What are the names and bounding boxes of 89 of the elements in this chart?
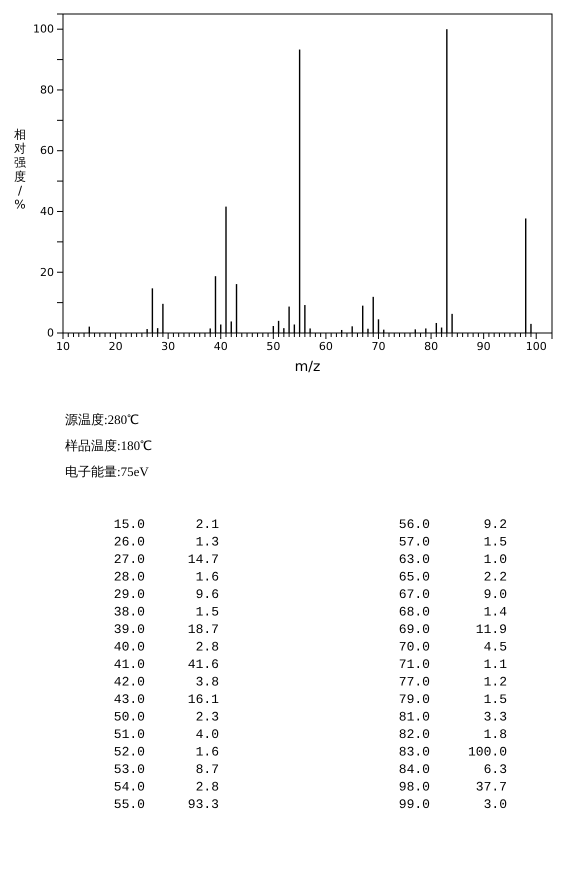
y-tick-label: 60	[40, 144, 54, 158]
y-tick-label: 0	[47, 326, 54, 340]
text: 1.6	[196, 744, 219, 760]
text: 6.3	[484, 762, 507, 777]
text: 42.0	[114, 674, 145, 690]
text: 56.0	[398, 517, 430, 532]
text: 67.0	[398, 587, 430, 602]
text: 9.0	[484, 587, 507, 602]
text: 1.4	[484, 604, 508, 620]
text: 2.3	[196, 710, 219, 724]
x-tick-label: 40	[214, 340, 228, 353]
text: 28.0	[114, 570, 145, 584]
text: 81.0	[398, 710, 430, 724]
text: 41.6	[188, 657, 219, 672]
x-tick-label: 60	[318, 340, 333, 353]
text: 11.9	[476, 622, 507, 637]
text: 37.7	[476, 780, 507, 794]
text: 1.5	[484, 534, 507, 550]
text: 15.0	[114, 517, 145, 532]
text: 18.7	[188, 622, 219, 637]
x-tick-label: 50	[266, 340, 280, 353]
text: 82.0	[398, 727, 430, 742]
text: 57.0	[398, 534, 430, 550]
text: 样品温度:180℃	[65, 438, 152, 453]
text: 70.0	[398, 640, 430, 654]
x-axis-title: m/z	[294, 359, 320, 375]
text: 43.0	[114, 692, 145, 707]
text: 77.0	[398, 674, 430, 690]
text: 84.0	[398, 762, 430, 777]
x-tick-label: 20	[108, 340, 123, 353]
x-tick-label: 80	[424, 340, 438, 353]
text: 2.2	[484, 570, 507, 584]
text: 2.8	[196, 780, 219, 794]
text: 27.0	[114, 552, 145, 567]
text: 99.0	[398, 797, 430, 812]
text: 1.5	[484, 692, 507, 707]
text: 1.5	[196, 604, 219, 620]
text: 8.7	[196, 762, 219, 777]
y-axis-title: 相对强度/%	[14, 128, 26, 212]
x-tick-label: 30	[161, 340, 176, 353]
text: 51.0	[114, 727, 145, 742]
y-tick-label: 80	[40, 83, 54, 96]
text: 3.3	[484, 710, 507, 724]
text: 9.6	[196, 587, 219, 602]
text: 2.8	[196, 640, 219, 654]
x-tick-label: 100	[526, 340, 547, 353]
y-tick-label: 20	[40, 266, 54, 279]
text: 69.0	[398, 622, 430, 637]
text: 16.1	[188, 692, 220, 707]
text: 9.2	[484, 517, 507, 532]
text: 3.8	[196, 674, 219, 690]
text: 65.0	[398, 570, 430, 584]
text: 3.0	[484, 797, 507, 812]
text: 68.0	[398, 604, 430, 620]
text: 26.0	[114, 534, 145, 550]
text: 98.0	[398, 780, 430, 794]
text: 83.0	[398, 744, 430, 760]
text: 14.7	[188, 552, 219, 567]
text: 29.0	[114, 587, 145, 602]
x-tick-label: 70	[371, 340, 386, 353]
text: 1.0	[484, 552, 507, 567]
x-tick-label: 90	[476, 340, 491, 353]
text: 52.0	[114, 744, 145, 760]
text: 1.3	[196, 534, 219, 550]
text: 1.6	[196, 570, 219, 584]
text: 4.0	[196, 727, 219, 742]
text: 39.0	[114, 622, 145, 637]
text: 源温度:280℃	[65, 412, 140, 427]
text: 71.0	[398, 657, 430, 672]
text: 54.0	[114, 780, 145, 794]
text: 93.3	[188, 797, 219, 812]
text: 4.5	[484, 640, 507, 654]
text: 1.2	[484, 674, 507, 690]
text: 79.0	[398, 692, 430, 707]
y-tick-label: 40	[40, 204, 54, 218]
text: 1.1	[484, 657, 508, 672]
text: 41.0	[114, 657, 145, 672]
text: 55.0	[114, 797, 145, 812]
x-tick-label: 10	[56, 340, 70, 353]
text: 2.1	[196, 517, 220, 532]
text: 63.0	[398, 552, 430, 567]
text: 40.0	[114, 640, 145, 654]
text: 38.0	[114, 604, 145, 620]
y-tick-label: 100	[33, 22, 54, 36]
text: 100.0	[468, 744, 507, 760]
text: 50.0	[114, 710, 145, 724]
text: 1.8	[484, 727, 507, 742]
text: 电子能量:75eV	[65, 464, 150, 479]
text: 53.0	[114, 762, 145, 777]
